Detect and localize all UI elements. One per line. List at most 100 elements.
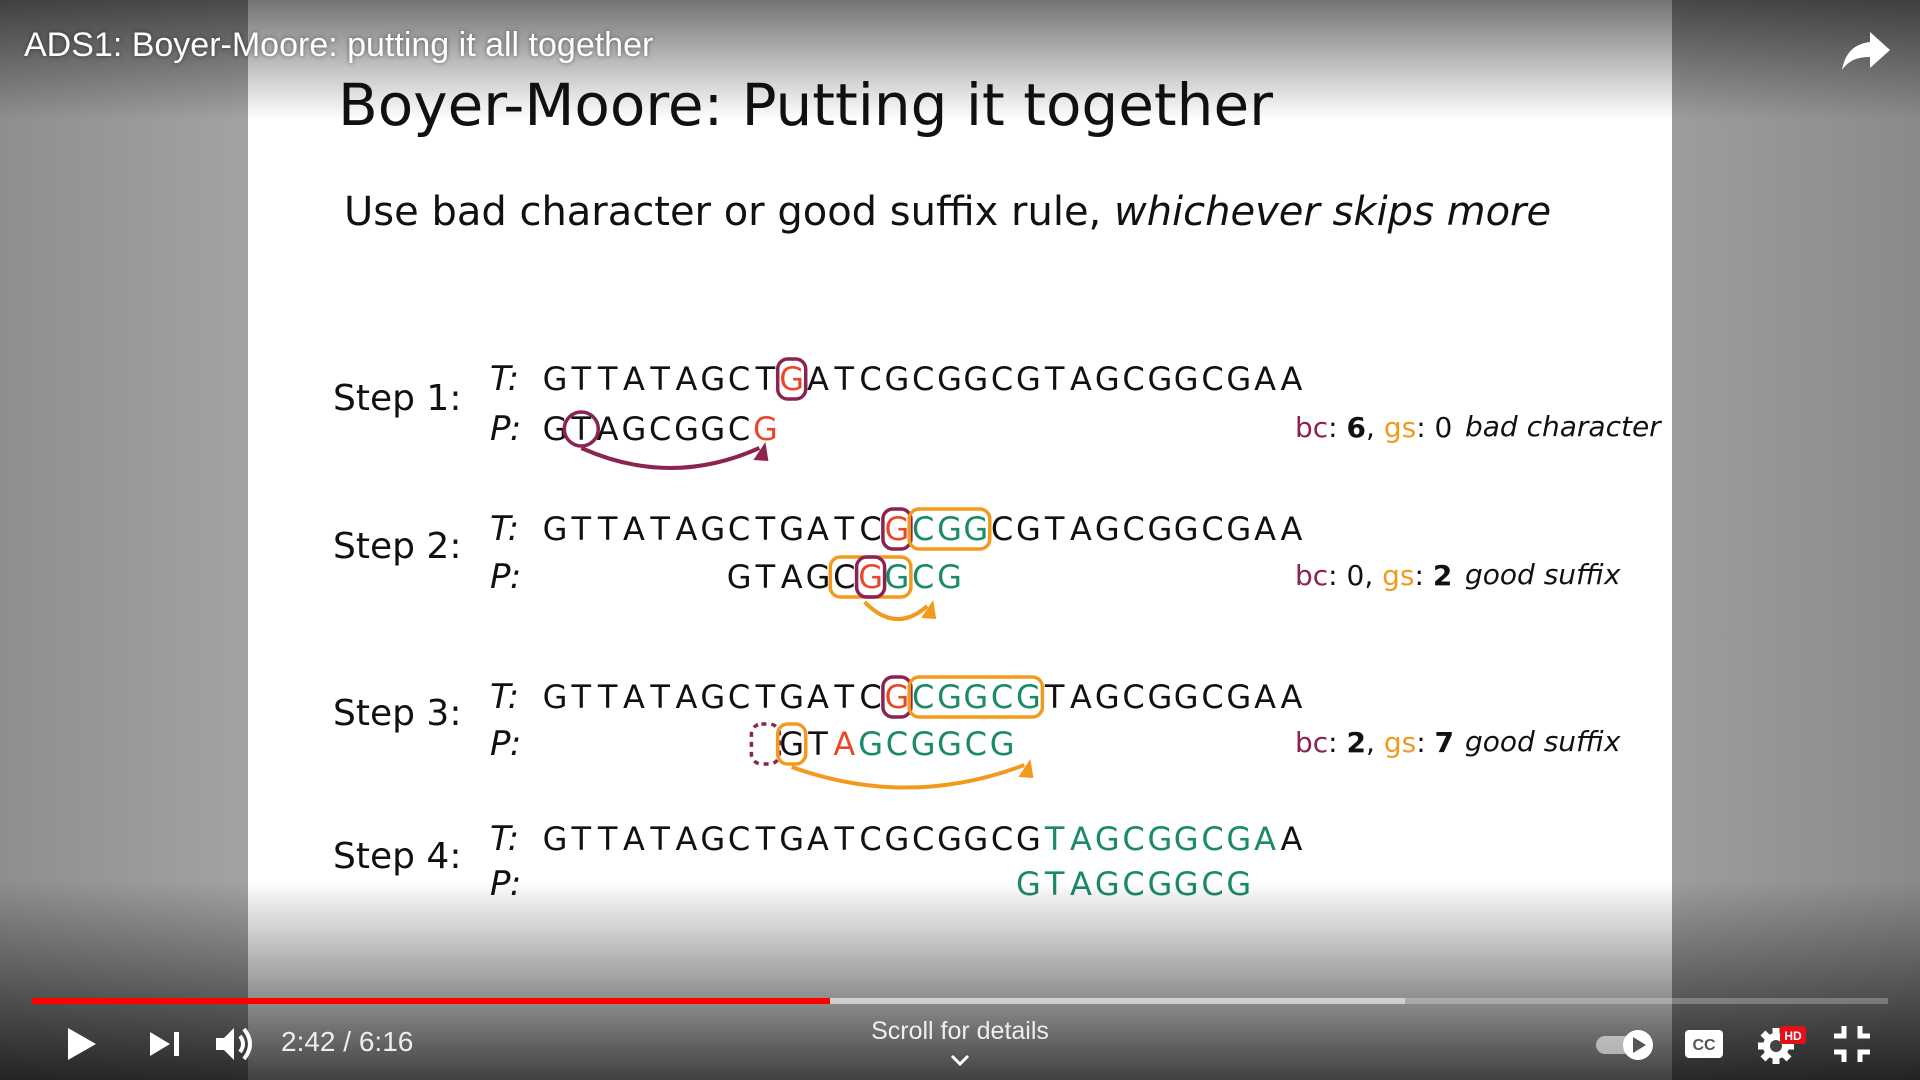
text-char: T xyxy=(755,678,776,716)
text-char: A xyxy=(623,360,645,398)
text-char: T xyxy=(571,510,592,548)
good-suffix-box xyxy=(907,675,1045,719)
text-char: A xyxy=(1280,360,1302,398)
text-char: A xyxy=(1280,820,1302,858)
text-char: A xyxy=(676,820,698,858)
pattern-char: G xyxy=(700,410,725,448)
shift-arrow xyxy=(791,763,1026,790)
step-2-rule: good suffix xyxy=(1465,558,1621,591)
share-icon[interactable] xyxy=(1840,26,1892,74)
text-char: C xyxy=(859,678,881,716)
settings-button[interactable]: HD xyxy=(1756,1022,1808,1066)
text-char: A xyxy=(807,678,829,716)
text-char: G xyxy=(779,820,804,858)
step-4-label: Step 4: xyxy=(333,836,461,877)
good-suffix-box xyxy=(907,507,992,551)
text-char: G xyxy=(543,678,568,716)
text-char: G xyxy=(1226,678,1251,716)
chevron-down-icon[interactable] xyxy=(948,1052,972,1068)
text-char: G xyxy=(1016,820,1041,858)
text-char: G xyxy=(963,820,988,858)
text-char: G xyxy=(885,510,910,548)
text-char: T xyxy=(755,360,776,398)
text-char: C xyxy=(859,820,881,858)
text-char: A xyxy=(623,678,645,716)
text-char: G xyxy=(1095,510,1120,548)
pattern-char: T xyxy=(571,410,592,448)
exit-fullscreen-button[interactable] xyxy=(1830,1022,1874,1066)
progress-played xyxy=(32,998,831,1004)
text-char: T xyxy=(834,678,855,716)
time-display: 2:42 / 6:16 xyxy=(281,1026,413,1058)
slide-content: Boyer-Moore: Putting it together Use bad… xyxy=(333,71,1662,904)
text-char: G xyxy=(543,510,568,548)
text-char: T xyxy=(649,820,670,858)
step-3-pattern-label: P: xyxy=(490,724,521,764)
text-char: G xyxy=(1148,510,1173,548)
text-char: A xyxy=(1070,678,1092,716)
shift-arrow xyxy=(580,446,761,470)
text-char: C xyxy=(728,510,750,548)
text-char: G xyxy=(963,678,988,716)
exit-fullscreen-icon xyxy=(1834,1026,1870,1062)
step-1-rule: bad character xyxy=(1465,410,1662,443)
text-char: A xyxy=(676,510,698,548)
pattern-char: G xyxy=(674,410,699,448)
text-char: C xyxy=(1122,678,1144,716)
text-char: G xyxy=(1148,360,1173,398)
text-char: C xyxy=(991,678,1013,716)
video-title[interactable]: ADS1: Boyer-Moore: putting it all togeth… xyxy=(24,26,654,64)
text-char: A xyxy=(1254,820,1276,858)
step-2-pattern-label: P: xyxy=(490,557,521,597)
text-char: T xyxy=(597,510,618,548)
shift-arrow-head xyxy=(753,442,769,461)
scroll-for-details[interactable]: Scroll for details xyxy=(871,1017,1049,1045)
next-button[interactable] xyxy=(146,1022,186,1066)
text-char: A xyxy=(1070,820,1092,858)
step-3-text-label: T: xyxy=(490,677,519,717)
text-char: T xyxy=(649,360,670,398)
text-char: G xyxy=(885,678,910,716)
text-char: T xyxy=(597,820,618,858)
text-char: C xyxy=(991,360,1013,398)
text-char: G xyxy=(1148,820,1173,858)
text-char: T xyxy=(1044,820,1065,858)
pattern-char: C xyxy=(886,725,908,763)
text-char: G xyxy=(700,510,725,548)
step-2-text-label: T: xyxy=(490,509,519,549)
text-char: A xyxy=(807,360,829,398)
step-3-skip-values: bc: 2, gs: 7 xyxy=(1295,726,1454,759)
text-char: C xyxy=(912,360,934,398)
text-char: C xyxy=(1122,820,1144,858)
text-char: C xyxy=(728,820,750,858)
pattern-char: G xyxy=(990,725,1015,763)
progress-bar[interactable] xyxy=(32,998,1888,1004)
pattern-char: G xyxy=(858,725,883,763)
text-char: T xyxy=(755,820,776,858)
next-icon xyxy=(150,1032,179,1056)
text-char: A xyxy=(807,510,829,548)
text-char: A xyxy=(1254,510,1276,548)
volume-button[interactable] xyxy=(212,1022,258,1066)
captions-button[interactable]: CC xyxy=(1682,1022,1726,1066)
text-char: G xyxy=(1095,360,1120,398)
pattern-char: G xyxy=(858,558,883,596)
volume-icon xyxy=(216,1027,252,1061)
slide-subtitle: Use bad character or good suffix rule, w… xyxy=(344,189,1551,235)
placeholder-box xyxy=(749,722,782,766)
play-button[interactable] xyxy=(60,1022,104,1066)
text-char: G xyxy=(937,360,962,398)
text-char: T xyxy=(597,360,618,398)
text-char: G xyxy=(1174,360,1199,398)
step-3-rule: good suffix xyxy=(1465,725,1621,758)
text-char: G xyxy=(937,678,962,716)
text-char: G xyxy=(1016,510,1041,548)
text-char: G xyxy=(1095,820,1120,858)
text-char: G xyxy=(1016,678,1041,716)
text-char: C xyxy=(859,510,881,548)
autoplay-toggle[interactable] xyxy=(1594,1022,1656,1066)
cc-icon: CC xyxy=(1685,1030,1723,1058)
duration: 6:16 xyxy=(358,1026,414,1057)
text-char: C xyxy=(1122,360,1144,398)
